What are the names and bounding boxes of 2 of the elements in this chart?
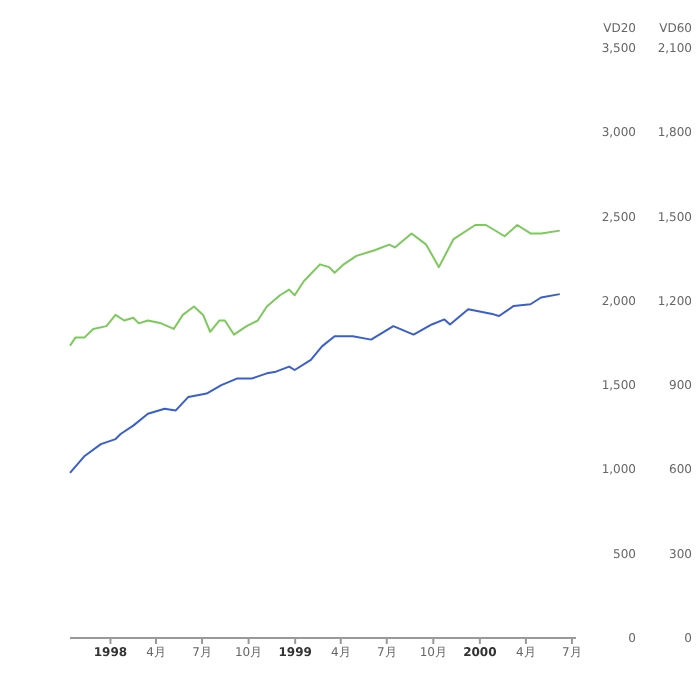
line-series — [69, 293, 561, 474]
line-series — [69, 224, 561, 347]
